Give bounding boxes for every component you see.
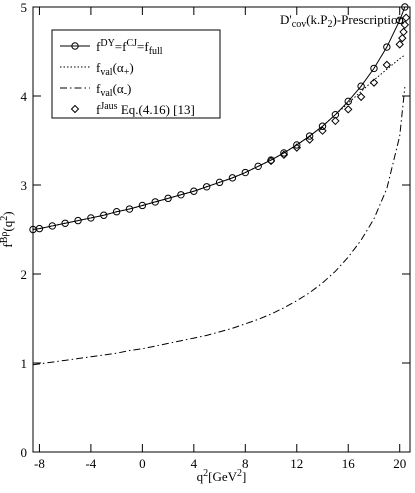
point bbox=[228, 174, 237, 182]
point bbox=[138, 201, 147, 210]
legend-label: fDY=fCJ=ffull bbox=[96, 38, 163, 57]
legend-marker bbox=[71, 42, 79, 50]
point bbox=[369, 78, 379, 87]
point bbox=[215, 178, 224, 187]
point bbox=[344, 105, 353, 114]
point bbox=[35, 224, 44, 233]
point bbox=[383, 43, 391, 51]
point bbox=[280, 149, 288, 157]
point bbox=[401, 13, 411, 22]
point bbox=[382, 60, 392, 70]
point bbox=[48, 222, 57, 230]
point bbox=[370, 64, 378, 73]
point bbox=[61, 219, 69, 227]
point bbox=[100, 211, 108, 219]
point bbox=[125, 205, 134, 213]
point bbox=[164, 194, 172, 203]
point bbox=[398, 33, 407, 43]
x-tick-label: 4 bbox=[191, 456, 198, 471]
x-tick-label: 12 bbox=[290, 456, 303, 471]
point bbox=[241, 168, 250, 177]
legend-box bbox=[51, 29, 221, 119]
point bbox=[344, 97, 352, 106]
y-tick-label: 2 bbox=[21, 267, 28, 282]
point bbox=[292, 143, 301, 152]
point bbox=[357, 82, 365, 90]
point bbox=[356, 92, 366, 102]
legend-label: fJaus Eq.(4.16) [13] bbox=[96, 101, 195, 117]
y-tick-label: 5 bbox=[21, 0, 28, 15]
point bbox=[203, 183, 211, 191]
point bbox=[279, 150, 289, 159]
y-tick-label: 1 bbox=[21, 356, 28, 371]
point bbox=[318, 126, 327, 135]
point bbox=[177, 191, 185, 199]
point bbox=[331, 116, 340, 126]
legend-marker bbox=[70, 104, 80, 114]
point bbox=[401, 3, 409, 11]
point bbox=[396, 16, 404, 25]
point bbox=[151, 198, 159, 206]
legend-label: fval(α+) bbox=[96, 60, 134, 78]
point bbox=[254, 162, 262, 171]
series-line bbox=[32, 87, 406, 366]
y-tick-label: 4 bbox=[21, 89, 28, 104]
x-tick-label: 0 bbox=[139, 456, 146, 471]
y-axis-label: fBρ(q2) bbox=[0, 211, 15, 247]
point bbox=[318, 122, 327, 130]
point bbox=[305, 135, 314, 144]
point bbox=[399, 27, 408, 37]
y-tick-label: 3 bbox=[21, 178, 28, 193]
point bbox=[87, 214, 95, 222]
x-tick-label: 16 bbox=[342, 456, 356, 471]
point bbox=[112, 208, 121, 216]
point bbox=[190, 187, 198, 195]
chart-title: D'cov(k.P2)-Prescription bbox=[280, 12, 404, 30]
legend-label: fval(α-) bbox=[96, 81, 131, 99]
point bbox=[400, 20, 410, 30]
x-tick-label: -8 bbox=[34, 456, 45, 471]
y-tick-label: 0 bbox=[21, 445, 28, 460]
x-tick-label: 8 bbox=[242, 456, 249, 471]
x-axis-label: q2[GeV2] bbox=[197, 468, 247, 484]
point bbox=[305, 132, 314, 140]
point bbox=[266, 156, 276, 166]
point bbox=[74, 216, 82, 225]
point bbox=[293, 141, 301, 149]
point bbox=[395, 40, 404, 49]
series-line bbox=[32, 54, 406, 230]
x-tick-label: 20 bbox=[393, 456, 406, 471]
x-tick-label: -4 bbox=[85, 456, 96, 471]
